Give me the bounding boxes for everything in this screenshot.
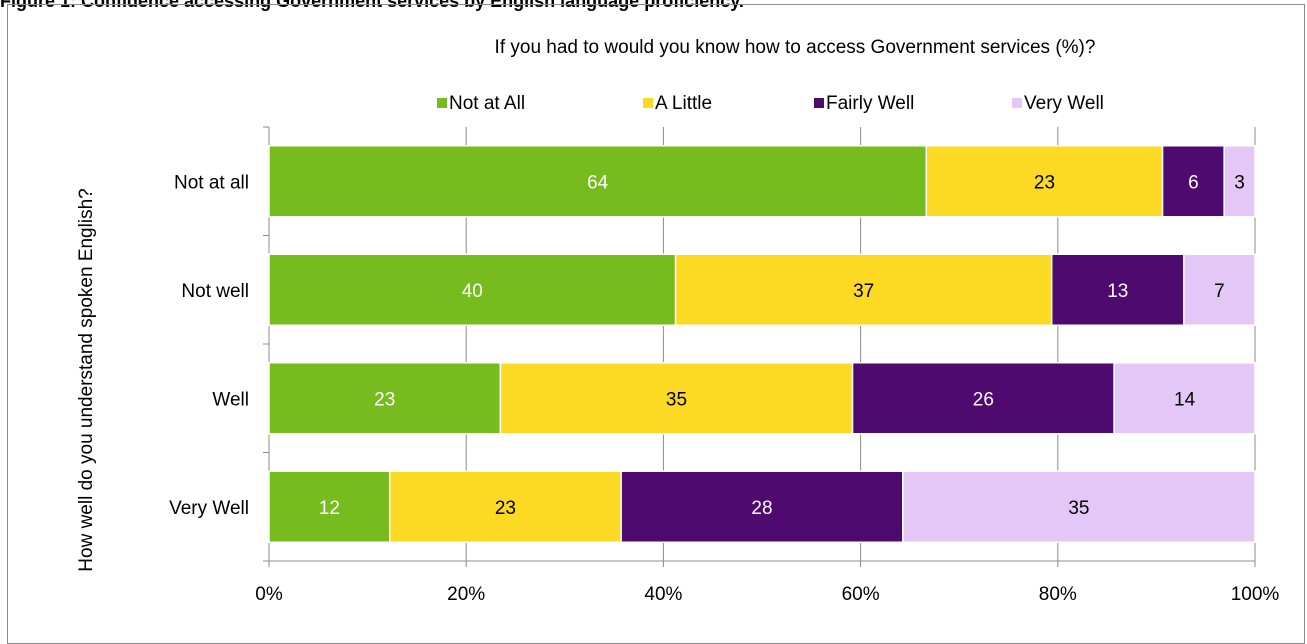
- category-label: Not at all: [174, 172, 249, 193]
- data-label: 40: [462, 281, 483, 302]
- data-label: 26: [973, 389, 994, 410]
- data-label: 35: [666, 389, 687, 410]
- stacked-bar-chart: If you had to would you know how to acce…: [76, 37, 1279, 605]
- data-label: 3: [1234, 172, 1245, 193]
- bars: 64 23 6 3 40 37 13 7 23 35 26 14 12 23 28 35: [268, 145, 1256, 543]
- data-label: 37: [853, 281, 874, 302]
- legend: Not at All A Little Fairly Well Very Well: [437, 93, 1104, 114]
- data-label: 23: [1034, 172, 1055, 193]
- bar-3-3: [902, 470, 1256, 543]
- bar-0-3: [1223, 145, 1256, 218]
- category-labels: Not at all Not well Well Very Well: [169, 172, 249, 519]
- legend-swatch: [437, 98, 447, 108]
- data-label: 23: [495, 498, 516, 519]
- bar-3-1: [388, 470, 622, 543]
- y-axis-title: How well do you understand spoken Englis…: [76, 188, 97, 571]
- legend-swatch: [643, 98, 653, 108]
- bar-2-0: [268, 362, 502, 435]
- data-label: 6: [1188, 172, 1199, 193]
- data-label: 64: [587, 172, 609, 193]
- x-tick-label: 20%: [447, 584, 485, 605]
- x-tick-labels: 0% 20% 40% 60% 80% 100%: [255, 584, 1279, 605]
- bar-2-1: [499, 362, 854, 435]
- data-label: 12: [319, 498, 340, 519]
- x-tick-label: 0%: [255, 584, 283, 605]
- bar-2-3: [1113, 362, 1256, 435]
- category-label: Very Well: [169, 498, 249, 519]
- legend-label: Fairly Well: [826, 93, 914, 114]
- legend-label: Very Well: [1024, 93, 1104, 114]
- legend-label: Not at All: [449, 93, 525, 114]
- bar-0-1: [925, 145, 1164, 218]
- data-label: 7: [1214, 281, 1225, 302]
- bar-1-2: [1050, 253, 1185, 326]
- category-label: Well: [212, 389, 249, 410]
- data-label: 28: [751, 498, 772, 519]
- data-label: 13: [1107, 281, 1128, 302]
- data-label: 14: [1174, 389, 1196, 410]
- bar-0-2: [1161, 145, 1225, 218]
- x-tick-label: 100%: [1231, 584, 1280, 605]
- legend-label: A Little: [655, 93, 712, 114]
- bar-1-0: [268, 253, 677, 326]
- chart-title: If you had to would you know how to acce…: [495, 37, 1096, 58]
- legend-swatch: [1012, 98, 1022, 108]
- bar-2-2: [851, 362, 1115, 435]
- bar-1-3: [1183, 253, 1256, 326]
- x-tick-label: 80%: [1039, 584, 1077, 605]
- data-label: 35: [1068, 498, 1089, 519]
- figure-title: Figure 1: Confidence accessing Governmen…: [0, 0, 744, 11]
- legend-swatch: [814, 98, 824, 108]
- bar-3-0: [268, 470, 391, 543]
- bar-3-2: [620, 470, 904, 543]
- data-label: 23: [374, 389, 395, 410]
- x-tick-label: 40%: [644, 584, 682, 605]
- bar-0-0: [268, 145, 928, 218]
- category-label: Not well: [181, 281, 249, 302]
- x-tick-label: 60%: [842, 584, 880, 605]
